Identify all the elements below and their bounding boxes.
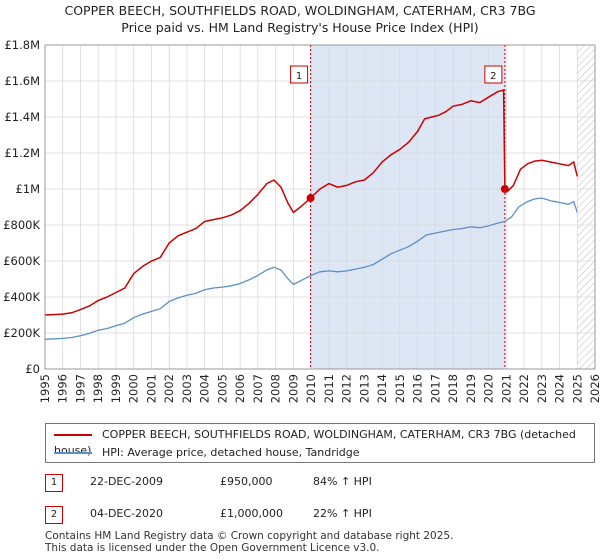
chart-grid xyxy=(44,44,596,370)
sale-point xyxy=(500,185,509,193)
x-axis: 1995 1996 1997 1998 1999 2000 2001 2002 2003 2004… xyxy=(38,374,600,403)
ownership-shaded-region xyxy=(310,45,505,369)
sale-point xyxy=(306,194,315,202)
transaction-hpi-change: 22% ↑ HPI xyxy=(313,507,372,520)
y-tick-label: £1.8M xyxy=(4,40,40,52)
x-tick-label: 2021 xyxy=(499,374,513,403)
x-tick-label: 2023 xyxy=(535,374,549,403)
footer-line-1: Contains HM Land Registry data © Crown c… xyxy=(45,530,454,542)
transaction-hpi-change: 84% ↑ HPI xyxy=(313,475,372,488)
transaction-number-badge: 2 xyxy=(45,506,63,524)
x-tick-label: 2005 xyxy=(215,374,229,403)
legend-item-hpi: HPI: Average price, detached house, Tand… xyxy=(54,445,360,461)
title-line-2: Price paid vs. HM Land Registry's House … xyxy=(121,20,479,35)
x-tick-label: 2019 xyxy=(464,374,478,403)
x-tick-label: 1997 xyxy=(73,374,87,403)
x-tick-label: 2001 xyxy=(144,374,158,403)
x-tick-label: 2009 xyxy=(286,374,300,403)
x-tick-label: 2024 xyxy=(553,374,567,403)
x-tick-label: 2008 xyxy=(269,374,283,403)
transaction-number-badge: 1 xyxy=(45,474,63,492)
y-tick-label: £600K xyxy=(3,254,40,268)
x-tick-label: 1998 xyxy=(91,374,105,403)
x-tick-label: 2016 xyxy=(411,374,425,403)
x-tick-label: 2004 xyxy=(198,374,212,403)
x-tick-label: 2003 xyxy=(180,374,194,403)
legend-label-hpi: HPI: Average price, detached house, Tand… xyxy=(102,446,360,459)
x-tick-label: 2017 xyxy=(428,374,442,403)
transaction-date: 22-DEC-2009 xyxy=(90,475,164,488)
y-tick-label: £200K xyxy=(3,326,40,340)
transaction-price: £1,000,000 xyxy=(220,507,283,520)
sale-marker-label-box xyxy=(484,65,503,84)
x-tick-label: 2006 xyxy=(233,374,247,403)
x-tick-label: 1996 xyxy=(56,374,70,403)
forecast-hatched-region xyxy=(577,45,595,369)
transaction-price: £950,000 xyxy=(220,475,273,488)
copyright-footer: Contains HM Land Registry data © Crown c… xyxy=(45,530,453,554)
sale-marker-lines xyxy=(310,45,506,369)
chart-title: COPPER BEECH, SOUTHFIELDS ROAD, WOLDINGH… xyxy=(0,2,600,36)
x-tick-label: 2020 xyxy=(482,374,496,403)
x-tick-label: 2018 xyxy=(446,374,460,403)
x-tick-label: 2000 xyxy=(127,374,141,403)
x-tick-label: 1995 xyxy=(38,374,52,403)
x-tick-label: 2007 xyxy=(251,374,265,403)
sale-marker-label: 2 xyxy=(490,71,496,82)
plot-border xyxy=(44,44,596,370)
y-tick-label: £0 xyxy=(25,362,40,376)
y-tick-label: £1.6M xyxy=(4,74,40,88)
y-tick-label: £800K xyxy=(3,218,40,232)
y-tick-label: £1.2M xyxy=(4,146,40,160)
y-tick-label: £1M xyxy=(15,182,40,196)
sale-marker-label-box xyxy=(290,65,309,84)
x-tick-label: 2012 xyxy=(340,374,354,403)
y-tick-label: £400K xyxy=(3,290,40,304)
x-tick-label: 2025 xyxy=(570,374,584,403)
y-axis: £0 £200K £400K £600K £800K £1M £1.2M £1.4M £1.6M… xyxy=(3,40,40,376)
y-tick-label: £1.4M xyxy=(4,110,40,124)
x-tick-label: 1999 xyxy=(109,374,123,403)
x-tick-label: 2011 xyxy=(322,374,336,403)
chart-legend: COPPER BEECH, SOUTHFIELDS ROAD, WOLDINGH… xyxy=(45,423,595,463)
x-tick-label: 2013 xyxy=(357,374,371,403)
footer-line-2: This data is licensed under the Open Gov… xyxy=(45,542,380,554)
x-tick-label: 2002 xyxy=(162,374,176,403)
sale-marker-label: 1 xyxy=(296,71,302,82)
legend-swatch-property xyxy=(54,434,92,436)
x-tick-label: 2010 xyxy=(304,374,318,403)
x-tick-label: 2015 xyxy=(393,374,407,403)
x-tick-label: 2026 xyxy=(588,374,600,403)
title-line-1: COPPER BEECH, SOUTHFIELDS ROAD, WOLDINGH… xyxy=(64,3,536,18)
transaction-date: 04-DEC-2020 xyxy=(90,507,164,520)
x-tick-label: 2022 xyxy=(517,374,531,403)
legend-swatch-hpi xyxy=(54,452,92,454)
legend-item-property: COPPER BEECH, SOUTHFIELDS ROAD, WOLDINGH… xyxy=(54,427,594,457)
x-tick-label: 2014 xyxy=(375,374,389,403)
sale-points xyxy=(306,185,509,202)
hpi-series-line xyxy=(44,197,578,340)
